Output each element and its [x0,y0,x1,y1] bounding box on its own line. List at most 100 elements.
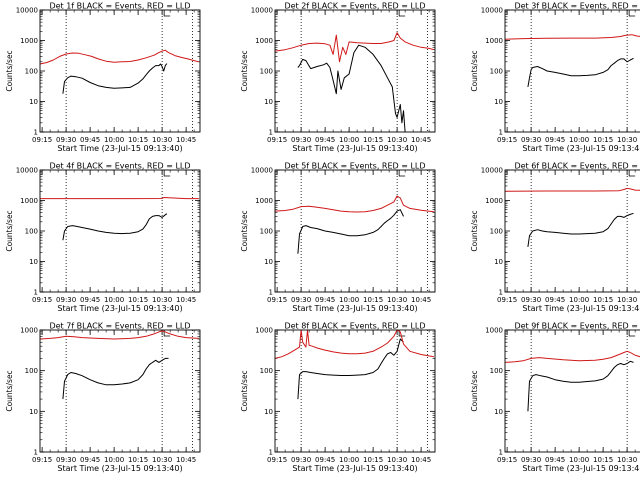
x-tick-label: 10:15 [593,136,613,144]
y-axis-label: Counts/sec [240,210,249,251]
y-tick-label: 100 [260,68,273,76]
x-tick-label: 10:15 [128,456,148,464]
interval-bracket-icon [629,10,635,16]
x-tick-label: 10:15 [363,296,383,304]
x-axis-label: Start Time (23-Jul-15 09:13:40) [57,464,182,473]
x-tick-label: 10:30 [387,456,407,464]
series-lld-line [40,331,199,339]
x-tick-label: 09:30 [56,296,76,304]
x-tick-label: 10:00 [104,456,124,464]
series-events-line [528,213,634,247]
x-tick-label: 09:30 [56,456,76,464]
series-events-line [528,361,634,411]
x-axis-label: Start Time (23-Jul-15 09:13:40) [522,464,640,473]
y-tick-label: 10 [494,98,503,106]
y-tick-label: 100 [25,228,38,236]
panel-title: Det 7f BLACK = Events, RED = LLD [49,322,190,331]
x-tick-label: 10:15 [128,296,148,304]
x-tick-label: 10:00 [104,296,124,304]
x-tick-label: 09:45 [545,296,565,304]
x-tick-label: 09:30 [521,456,541,464]
x-tick-label: 09:45 [80,136,100,144]
y-tick-label: 100 [25,367,38,375]
x-axis-label: Start Time (23-Jul-15 09:13:40) [57,304,182,313]
x-axis-label: Start Time (23-Jul-15 09:13:40) [57,144,182,153]
series-lld-line [275,196,434,212]
x-tick-label: 10:45 [176,296,196,304]
x-tick-label: 09:45 [545,136,565,144]
x-tick-label: 10:45 [176,456,196,464]
plot-frame [275,170,435,292]
y-axis-label: Counts/sec [470,370,479,411]
x-tick-label: 10:30 [152,136,172,144]
plot-frame [505,330,640,452]
series-lld-line [505,35,640,40]
series-lld-line [40,50,199,64]
x-tick-label: 09:15 [32,136,52,144]
x-tick-label: 09:30 [291,456,311,464]
plot-frame [505,170,640,292]
x-tick-label: 10:00 [569,456,589,464]
x-tick-label: 10:45 [176,136,196,144]
series-events-line [298,210,404,254]
detector-panel-5: Det 5f BLACK = Events, RED = LLD Counts/s… [240,162,435,314]
x-axis-label: Start Time (23-Jul-15 09:13:40) [522,144,640,153]
x-tick-label: 09:15 [267,136,287,144]
x-tick-label: 09:45 [80,456,100,464]
x-tick-label: 10:15 [593,296,613,304]
x-tick-label: 10:45 [411,296,431,304]
x-tick-label: 09:45 [315,296,335,304]
y-tick-label: 1000 [485,327,503,335]
x-tick-label: 09:15 [32,296,52,304]
x-tick-label: 10:30 [617,456,637,464]
detector-panel-3: Det 3f BLACK = Events, RED = LLDCounts/s… [470,2,640,154]
series-events-line [63,358,169,399]
y-tick-label: 10 [494,408,503,416]
panel-title: Det 3f BLACK = Events, RED = LLD [514,2,640,11]
x-tick-label: 10:00 [339,456,359,464]
x-tick-label: 09:45 [315,456,335,464]
x-tick-label: 10:30 [152,456,172,464]
y-tick-label: 10000 [481,7,503,15]
x-tick-label: 09:15 [497,136,517,144]
y-tick-label: 10 [264,258,273,266]
x-tick-label: 09:30 [521,296,541,304]
x-tick-label: 10:30 [617,136,637,144]
interval-bracket-icon [629,330,635,336]
detector-panel-2: Det 2f BLACK = Events, RED = LLDCounts/s… [240,2,435,154]
x-tick-label: 09:30 [291,296,311,304]
y-tick-label: 10000 [251,7,273,15]
plot-frame [275,330,435,452]
y-tick-label: 1000 [20,37,38,45]
x-tick-label: 10:00 [339,136,359,144]
interval-bracket-icon [399,10,405,16]
y-tick-label: 10 [29,258,38,266]
series-lld-line [505,188,640,191]
panel-title: Det 9f BLACK = Events, RED = LLD [514,322,640,331]
panel-title: Det 4f BLACK = Events, RED = LLD [49,162,190,171]
x-tick-label: 10:15 [593,456,613,464]
y-tick-label: 100 [25,68,38,76]
series-events-line [528,58,634,87]
series-events-line [63,214,167,241]
x-tick-label: 10:15 [363,136,383,144]
x-tick-label: 10:30 [387,136,407,144]
x-tick-label: 10:45 [411,136,431,144]
y-tick-label: 1000 [20,327,38,335]
x-tick-label: 10:00 [339,296,359,304]
series-events-line [63,64,167,94]
x-tick-label: 10:00 [104,136,124,144]
detector-plot-grid: Det 1f BLACK = Events, RED = LLDCounts/s… [0,0,640,480]
x-tick-label: 09:15 [267,296,287,304]
interval-bracket-icon [164,170,170,176]
y-tick-label: 1000 [255,197,273,205]
interval-bracket-icon [164,10,170,16]
y-tick-label: 10000 [481,167,503,175]
series-events-line [298,339,404,399]
y-axis-label: Counts/sec [5,210,14,251]
x-tick-label: 09:45 [545,456,565,464]
y-axis-label: Counts/sec [240,50,249,91]
x-tick-label: 10:15 [363,456,383,464]
y-tick-label: 10 [264,408,273,416]
detector-panel-8: Det 8f BLACK = Events, RED = LLD Counts/s… [240,322,435,474]
